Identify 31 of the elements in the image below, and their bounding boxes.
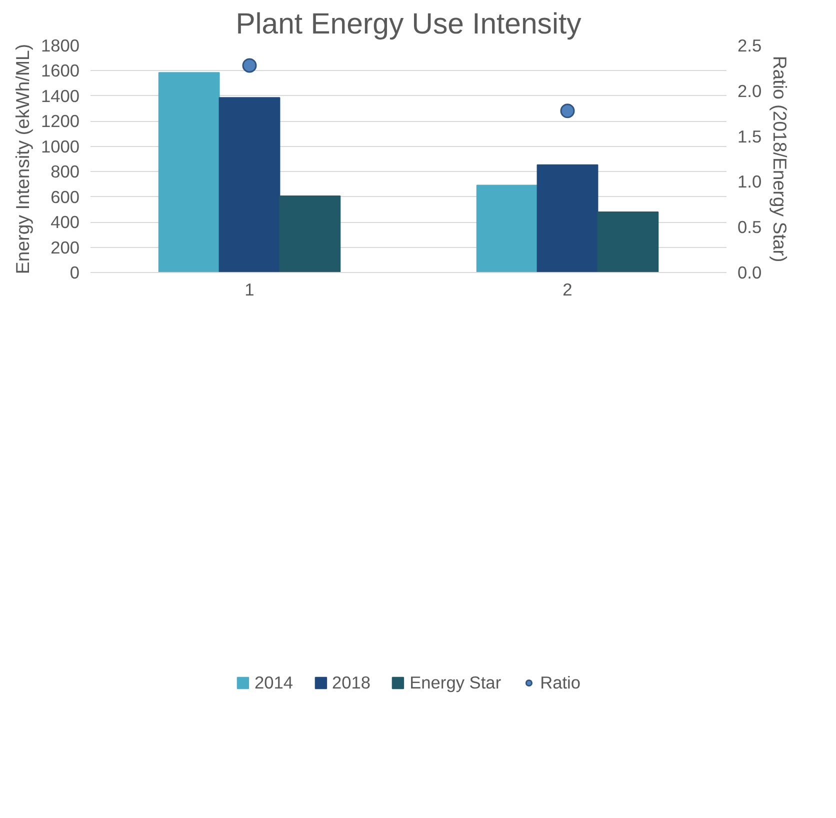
y-tick-label: 1400: [40, 86, 80, 106]
bar: [536, 164, 598, 272]
y2-tick-label: 0.0: [738, 262, 762, 282]
bar: [279, 195, 341, 272]
y-tick-label: 1000: [40, 136, 80, 156]
y2-tick-label: 1.0: [738, 172, 762, 192]
bar: [597, 211, 659, 272]
legend-label: 2018: [332, 672, 371, 694]
bar: [218, 97, 280, 272]
x-tick-label: 2: [562, 280, 572, 300]
legend-label: Energy Star: [410, 672, 502, 694]
y-tick-label: 1200: [40, 111, 80, 132]
y-tick-label: 400: [50, 212, 80, 232]
y-tick-label: 0: [70, 262, 80, 282]
y-tick-label: 600: [50, 186, 80, 207]
bar: [476, 184, 538, 272]
bar: [158, 72, 220, 272]
y-tick-label: 1600: [40, 60, 80, 81]
y2-tick-label: 1.5: [738, 126, 762, 146]
y2-tick-label: 2.0: [738, 80, 762, 101]
x-tick-label: 1: [244, 280, 254, 300]
y-tick-label: 200: [50, 237, 80, 258]
y2-tick-label: 0.5: [738, 217, 762, 238]
y-tick-label: 1800: [40, 36, 80, 56]
y-tick-label: 800: [50, 162, 80, 182]
y-axis-title: Energy Intensity (ekWh/ML): [12, 44, 33, 274]
legend-label: 2014: [254, 672, 294, 694]
y2-axis-title: Ratio (2018/Energy Star): [770, 56, 791, 262]
y2-tick-label: 2.5: [738, 36, 762, 56]
legend-label: Ratio: [540, 672, 581, 694]
chart-title: Plant Energy Use Intensity: [236, 8, 582, 40]
